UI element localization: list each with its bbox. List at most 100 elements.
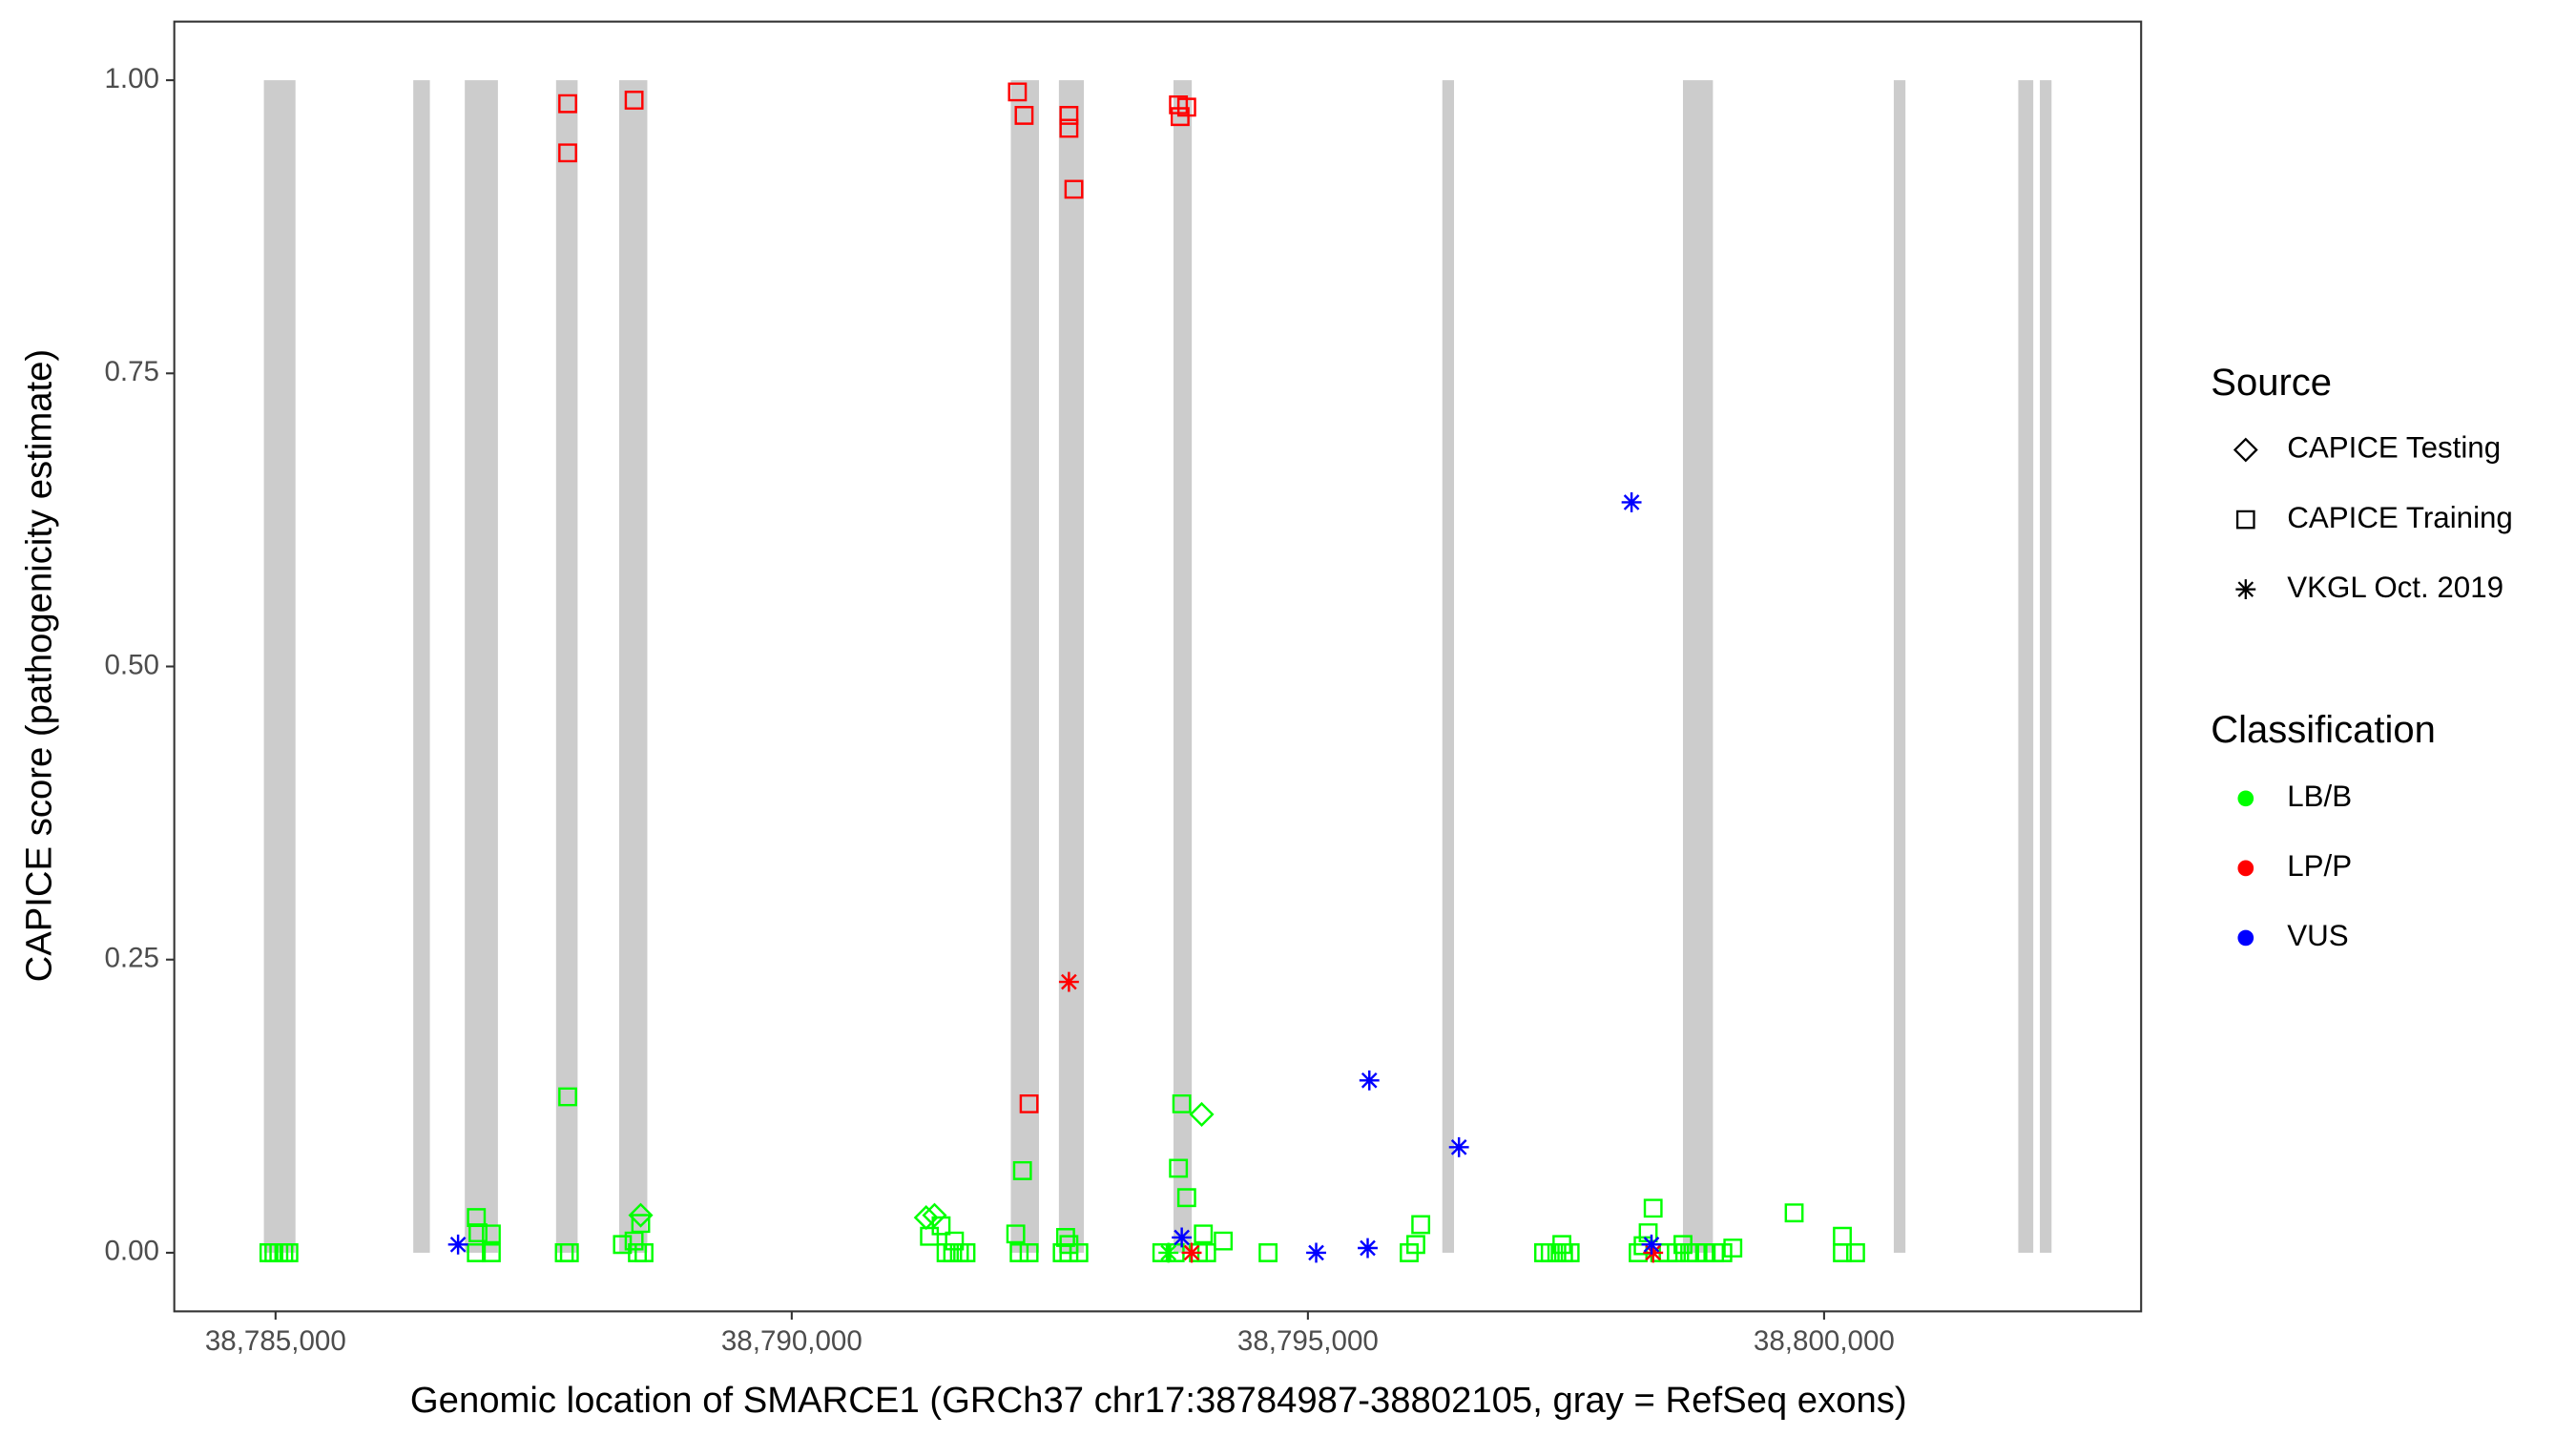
data-point: [1014, 106, 1034, 125]
data-point: [1673, 1235, 1693, 1255]
exon: [555, 80, 578, 1253]
data-point: [1411, 1215, 1431, 1235]
legend-label: CAPICE Training: [2287, 501, 2513, 534]
data-point: [624, 1231, 644, 1251]
exon: [1893, 80, 1906, 1253]
data-point: [1359, 1070, 1380, 1091]
data-point: [1176, 1188, 1196, 1208]
data-point: [1560, 1243, 1580, 1262]
data-point: [1258, 1243, 1278, 1262]
data-point: [468, 1223, 488, 1242]
y-tick-label: 1.00: [104, 63, 159, 94]
legend-title: Source: [2211, 362, 2332, 404]
data-point: [1196, 1243, 1216, 1262]
data-point: [920, 1226, 940, 1246]
y-tick-label: 0.25: [104, 943, 159, 974]
data-point: [1643, 1198, 1663, 1218]
exon: [1173, 80, 1193, 1253]
exon: [1058, 80, 1085, 1253]
legend-key: [2233, 437, 2258, 463]
exon: [465, 80, 498, 1253]
legend-label: CAPICE Testing: [2287, 431, 2501, 465]
y-tick-label: 0.75: [104, 356, 159, 387]
data-point: [1784, 1203, 1804, 1223]
data-point: [1621, 492, 1642, 512]
data-point: [1358, 1238, 1378, 1259]
data-point: [1214, 1231, 1234, 1251]
data-point: [1629, 1243, 1648, 1262]
data-point: [1400, 1243, 1419, 1262]
data-point: [1170, 107, 1190, 127]
data-point: [1448, 1136, 1469, 1157]
x-tick-label: 38,800,000: [1754, 1325, 1895, 1357]
data-point: [559, 1243, 579, 1262]
legend-key: [2237, 790, 2254, 807]
data-point: [1845, 1243, 1865, 1262]
data-point: [1055, 1228, 1075, 1247]
data-point: [482, 1224, 501, 1244]
legend-key: [2237, 929, 2254, 947]
data-point: [1008, 82, 1028, 102]
data-point: [1006, 1224, 1026, 1244]
data-point: [482, 1243, 501, 1262]
data-point: [922, 1202, 947, 1228]
data-point: [558, 94, 577, 114]
data-point: [1194, 1224, 1214, 1244]
legend-key: [2235, 510, 2255, 530]
legend-label: VKGL Oct. 2019: [2287, 571, 2503, 604]
data-point: [1169, 1158, 1189, 1178]
x-axis-title: Genomic location of SMARCE1 (GRCh37 chr1…: [410, 1380, 1907, 1421]
legend-title: Classification: [2211, 709, 2436, 751]
data-point: [1189, 1101, 1215, 1127]
data-point: [1723, 1238, 1743, 1258]
data-point: [1643, 1242, 1664, 1263]
legend-key: [2235, 579, 2256, 600]
y-tick-label: 0.00: [104, 1236, 159, 1267]
exon: [1010, 80, 1039, 1253]
data-point: [1638, 1223, 1658, 1242]
data-point: [634, 1243, 654, 1262]
data-point: [1019, 1093, 1039, 1113]
data-point: [558, 143, 577, 163]
data-point: [1019, 1243, 1039, 1262]
data-point: [613, 1235, 633, 1255]
data-point: [279, 1243, 299, 1262]
data-point: [1069, 1243, 1089, 1262]
legend-label: VUS: [2287, 919, 2348, 952]
data-point: [1181, 1242, 1202, 1263]
y-axis-title: CAPICE score (pathogenicity estimate): [19, 349, 60, 983]
data-point: [628, 1202, 654, 1228]
legend-label: LB/B: [2287, 780, 2352, 813]
data-point: [1064, 179, 1084, 199]
x-tick-label: 38,795,000: [1237, 1325, 1379, 1357]
exon: [1682, 80, 1714, 1253]
data-point: [1058, 971, 1079, 992]
data-point: [1833, 1226, 1852, 1246]
exon: [618, 80, 648, 1253]
data-point: [1406, 1235, 1425, 1255]
legend-key: [2237, 860, 2254, 877]
point-layer: [259, 82, 1865, 1263]
data-point: [1552, 1235, 1571, 1255]
data-point: [1641, 1234, 1662, 1255]
y-tick-label: 0.50: [104, 649, 159, 680]
data-point: [1059, 118, 1079, 138]
data-point: [956, 1243, 976, 1262]
data-point: [1012, 1160, 1032, 1180]
data-point: [631, 1214, 651, 1234]
exon: [2018, 80, 2034, 1253]
data-point: [913, 1205, 939, 1231]
data-point: [624, 91, 644, 110]
data-point: [558, 1087, 577, 1107]
data-point: [1169, 94, 1189, 114]
exon: [413, 80, 430, 1253]
exon: [2040, 80, 2052, 1253]
data-point: [1172, 1227, 1193, 1248]
x-tick-label: 38,790,000: [721, 1325, 862, 1357]
legend-label: LP/P: [2287, 849, 2352, 883]
data-point: [1176, 97, 1196, 117]
x-tick-label: 38,785,000: [205, 1325, 346, 1357]
exon: [263, 80, 296, 1253]
data-point: [1158, 1242, 1179, 1263]
